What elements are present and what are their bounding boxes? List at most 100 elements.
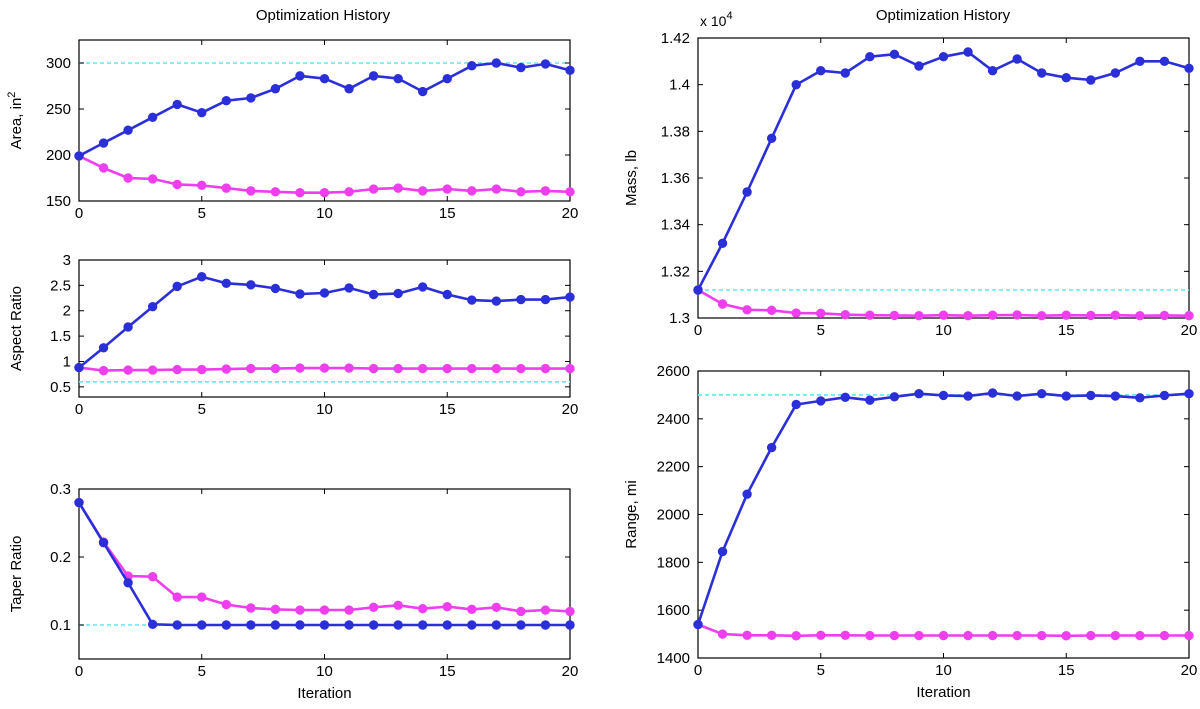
y-tick-label: 200 [46, 147, 71, 164]
x-tick-label: 15 [439, 663, 456, 680]
data-point-blue [914, 389, 924, 399]
data-point-magenta [816, 630, 826, 640]
y-axis-label: Mass, lb [623, 150, 640, 206]
data-point-magenta [742, 305, 752, 315]
data-point-blue [987, 388, 998, 398]
data-point-blue [1012, 391, 1022, 401]
x-tick-label: 10 [316, 205, 333, 222]
data-point-blue [221, 96, 232, 106]
plot-panel-taper: 0 5 10 15 20 0.1 0.2 0.3 Taper Ratio Iteration [8, 481, 578, 702]
axes-box [78, 488, 571, 660]
data-point-blue [418, 282, 428, 292]
y-tick-label: 0.2 [50, 549, 71, 566]
data-point-blue [717, 238, 728, 249]
x-tick-label: 0 [694, 662, 702, 679]
x-tick-label: 15 [1058, 662, 1075, 679]
x-tick-label: 10 [935, 662, 952, 679]
data-point-magenta [1135, 630, 1145, 641]
x-axis-label: Iteration [297, 685, 351, 702]
data-point-magenta [987, 310, 998, 320]
x-tick-label: 10 [935, 322, 952, 339]
data-point-blue [491, 58, 502, 68]
data-point-magenta [467, 186, 477, 196]
data-point-blue [147, 301, 158, 312]
data-point-blue [1012, 54, 1022, 64]
data-point-blue [123, 578, 133, 588]
y-tick-label: 1 [63, 353, 71, 370]
data-point-blue [442, 620, 452, 630]
data-point-magenta [540, 605, 551, 615]
data-point-magenta [270, 187, 281, 197]
data-point-blue [246, 280, 256, 290]
data-point-blue [393, 73, 403, 84]
data-point-blue [693, 619, 703, 630]
y-tick-label: 150 [46, 193, 71, 210]
data-point-magenta [147, 174, 158, 184]
data-point-blue [344, 84, 354, 94]
data-point-blue [1184, 63, 1194, 74]
data-point-magenta [344, 187, 354, 197]
x-tick-label: 20 [562, 401, 579, 418]
data-point-magenta [368, 363, 379, 374]
y-tick-label: 1.4 [669, 77, 690, 94]
data-point-blue [197, 107, 207, 118]
y-exponent-label: x 104 [700, 10, 733, 29]
data-point-blue [98, 343, 109, 353]
data-point-magenta [491, 184, 502, 194]
data-point-blue [344, 283, 354, 293]
data-point-blue [319, 288, 330, 298]
x-tick-label: 20 [562, 205, 579, 222]
data-point-magenta [442, 184, 452, 194]
data-point-magenta [295, 188, 305, 198]
data-point-blue [938, 390, 949, 401]
x-tick-label: 5 [198, 663, 206, 680]
data-point-blue [1159, 390, 1170, 401]
data-point-magenta [319, 605, 330, 615]
x-axis-label: Iteration [916, 684, 970, 701]
data-point-magenta [123, 173, 133, 183]
data-point-magenta [491, 363, 502, 374]
data-point-magenta [197, 364, 207, 375]
data-point-blue [914, 61, 924, 71]
data-point-magenta [565, 606, 575, 617]
y-axis-label: Aspect Ratio [8, 286, 25, 371]
data-point-magenta [565, 187, 575, 197]
x-tick-label: 5 [817, 322, 825, 339]
data-point-magenta [295, 363, 305, 373]
data-point-magenta [319, 363, 330, 373]
data-point-blue [74, 362, 84, 373]
data-point-magenta [840, 630, 850, 640]
data-point-blue [742, 187, 752, 197]
data-point-blue [368, 289, 379, 300]
y-tick-label: 2200 [657, 459, 690, 476]
data-point-blue [565, 620, 575, 630]
data-point-blue [717, 546, 728, 557]
data-point-blue [1086, 390, 1096, 401]
y-tick-label: 0.3 [50, 481, 71, 498]
data-point-magenta [418, 186, 428, 196]
data-point-magenta [987, 630, 998, 641]
data-point-blue [418, 620, 428, 630]
x-tick-label: 5 [198, 205, 206, 222]
data-point-blue [123, 322, 133, 332]
data-point-blue [889, 392, 900, 402]
data-point-blue [295, 620, 305, 630]
data-point-blue [1037, 68, 1047, 78]
data-point-magenta [246, 363, 256, 374]
plot-panel-area: 0 5 10 15 20 150 200 250 300 Area, in2 [6, 39, 579, 222]
right-figure-title: Optimization History [876, 7, 1011, 24]
y-exponent-superscript: 4 [726, 10, 732, 22]
data-point-blue [467, 620, 477, 630]
data-point-magenta [938, 310, 949, 320]
data-point-blue [865, 395, 875, 405]
data-point-blue [368, 620, 379, 630]
data-point-blue [270, 283, 281, 294]
data-point-magenta [766, 630, 777, 640]
y-axis-label: Range, mi [623, 480, 640, 548]
data-point-magenta [516, 187, 526, 197]
data-point-blue [791, 79, 801, 90]
axes-box [697, 370, 1190, 659]
data-point-magenta [147, 365, 158, 375]
data-point-blue [368, 71, 379, 81]
